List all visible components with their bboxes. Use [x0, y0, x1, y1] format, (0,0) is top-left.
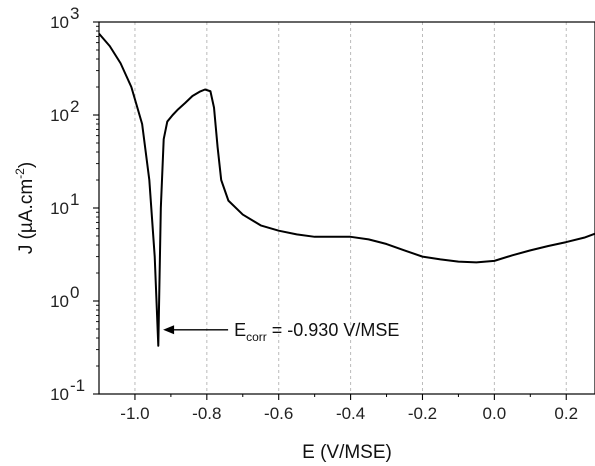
annotation-arrow-head [163, 325, 175, 335]
x-tick-label: 0.0 [483, 404, 507, 423]
y-tick-exponent: 0 [70, 283, 79, 302]
y-tick-label: 10 [50, 106, 69, 125]
x-tick-label: -0.6 [264, 404, 293, 423]
x-tick-label: -0.8 [192, 404, 221, 423]
y-axis-title: J (µA.cm-2) [13, 162, 37, 254]
y-tick-label: 10 [50, 13, 69, 32]
y-tick-label: 10 [50, 385, 69, 404]
axis-ticks [93, 21, 567, 400]
y-axis-title-exponent: -2 [13, 168, 27, 179]
y-tick-exponent: 3 [70, 4, 79, 23]
tick-labels: -1.0 -0.8 -0.6 -0.4 -0.2 0.0 0.210 -110 010 110 21… [50, 4, 578, 423]
y-tick-base: 10 [50, 106, 69, 125]
annotation-base: E [234, 320, 246, 340]
y-tick-label: 10 [50, 199, 69, 218]
y-tick-label: 10 [50, 292, 69, 311]
annotation-label: Ecorr = -0.930 V/MSE [234, 320, 399, 344]
y-tick-exponent: -1 [70, 376, 85, 395]
y-tick-base: 10 [50, 199, 69, 218]
y-axis-title-tail: ) [16, 162, 37, 168]
y-tick-base: 10 [50, 13, 69, 32]
x-tick-label: -0.2 [408, 404, 437, 423]
ecorr-annotation: Ecorr = -0.930 V/MSE [163, 320, 399, 344]
annotation-text: = -0.930 V/MSE [267, 320, 400, 340]
x-tick-label: -1.0 [120, 404, 149, 423]
series-line [98, 32, 595, 347]
y-tick-base: 10 [50, 385, 69, 404]
y-tick-exponent: 1 [70, 190, 79, 209]
x-axis-title: E (V/MSE) [302, 442, 392, 463]
x-tick-label: -0.4 [336, 404, 365, 423]
y-tick-exponent: 2 [70, 97, 79, 116]
y-tick-base: 10 [50, 292, 69, 311]
annotation-subscript: corr [246, 330, 267, 344]
series-group [98, 32, 595, 347]
y-axis-title-base: J (µA.cm [16, 179, 37, 254]
x-tick-label: 0.2 [554, 404, 578, 423]
vertical-grid-lines [134, 22, 567, 394]
